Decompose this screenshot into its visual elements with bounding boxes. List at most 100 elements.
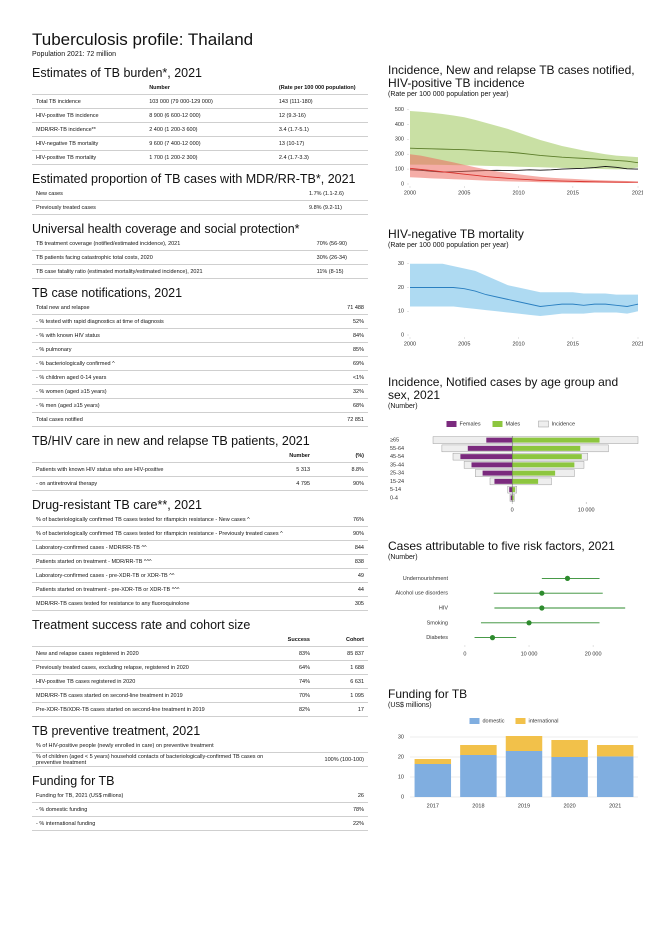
value-cell: 2 400 (1 200-3 600) xyxy=(145,122,275,137)
bar xyxy=(482,470,513,476)
category-label: Undernourishment xyxy=(403,576,449,582)
table-row: - % with known HIV status 84% xyxy=(32,328,368,343)
label-cell: - % pulmonary xyxy=(32,342,314,357)
value-cell: 49 xyxy=(314,568,368,583)
label-cell: TB treatment coverage (notified/estimate… xyxy=(32,237,313,251)
label-cell: HIV-negative TB mortality xyxy=(32,136,146,151)
bar-segment xyxy=(505,751,543,797)
x-tick-label: 2019 xyxy=(518,803,530,809)
value-cell: 4 795 xyxy=(260,476,314,491)
bar-segment xyxy=(414,764,452,797)
table-row: MDR/RR-TB cases started on second-line t… xyxy=(32,688,368,703)
value-cell: 2.4 (1.7-3.3) xyxy=(274,150,368,165)
label-cell: Funding for TB, 2021 (US$ millions) xyxy=(32,789,314,803)
label-cell: % of HIV-positive people (newly enrolled… xyxy=(32,739,368,753)
value-cell: 52% xyxy=(314,314,368,329)
value-cell: 11% (8-15) xyxy=(312,264,368,279)
value-cell: 305 xyxy=(314,596,368,611)
value-cell: 82% xyxy=(260,702,314,717)
x-tick-label: 2015 xyxy=(567,341,579,347)
label-cell: - % international funding xyxy=(32,816,314,831)
label-cell: TB case fatality ratio (estimated mortal… xyxy=(32,264,313,279)
category-label: 35-44 xyxy=(390,462,404,468)
value-cell: 71 488 xyxy=(314,301,368,315)
bar-segment xyxy=(551,740,588,757)
bar xyxy=(486,437,513,443)
column-header: Number xyxy=(145,81,275,95)
y-tick-label: 0 xyxy=(401,332,404,338)
table-row: TB patients facing catastrophic total co… xyxy=(32,250,368,265)
label-cell: MDR/RR-TB cases started on second-line t… xyxy=(32,688,260,703)
category-label: 15-24 xyxy=(390,479,404,485)
label-cell: - % men (aged ≥15 years) xyxy=(32,398,314,413)
legend-label: Incidence xyxy=(552,421,576,427)
label-cell: - % women (aged ≥15 years) xyxy=(32,384,314,399)
legend-swatch xyxy=(469,718,480,724)
label-cell: Laboratory-confirmed cases - pre-XDR-TB … xyxy=(32,568,314,583)
chart-panel: Incidence, Notified cases by age group a… xyxy=(388,376,643,516)
chart: domestic international 0 10 20 30 2017 2018 2019… xyxy=(398,718,638,809)
uncertainty-band xyxy=(410,110,638,170)
label-cell: Laboratory-confirmed cases - MDR/RR-TB ^… xyxy=(32,540,314,555)
value-cell: 83% xyxy=(260,646,314,661)
label-cell: MDR/RR-TB cases tested for resistance to… xyxy=(32,596,314,611)
value-cell: <1% xyxy=(314,370,368,385)
header-row: Success Cohort xyxy=(32,633,368,647)
table-row: Pre-XDR-TB/XDR-TB cases started on secon… xyxy=(32,702,368,717)
label-cell: % of bacteriologically confirmed TB case… xyxy=(32,513,314,527)
legend-swatch xyxy=(492,421,503,427)
y-tick-label: 30 xyxy=(398,734,404,740)
label-cell: - on antiretroviral therapy xyxy=(32,476,260,491)
value-cell: 103 000 (79 000-129 000) xyxy=(145,94,275,109)
chart-panel: Cases attributable to five risk factors,… xyxy=(388,540,643,661)
table-row: - % women (aged ≥15 years) 32% xyxy=(32,384,368,399)
data-table: % of HIV-positive people (newly enrolled… xyxy=(32,739,368,767)
table-row: HIV-negative TB mortality 9 600 (7 400-12… xyxy=(32,136,368,151)
x-tick-label: 20 000 xyxy=(585,651,602,657)
section-title: Drug-resistant TB care**, 2021 xyxy=(32,498,202,512)
data-table: Number (Rate per 100 000 population) Total… xyxy=(32,81,368,165)
chart-title: Incidence, Notified cases by age group a… xyxy=(388,375,619,402)
value-cell: 44 xyxy=(314,582,368,597)
chart-subtitle: (Number) xyxy=(388,403,418,410)
bar xyxy=(512,437,600,443)
header-cell xyxy=(32,633,260,647)
section-title: TB case notifications, 2021 xyxy=(32,286,183,300)
page-title: Tuberculosis profile: Thailand xyxy=(32,30,254,49)
label-cell: - % tested with rapid diagnostics at tim… xyxy=(32,314,314,329)
x-tick-label: 2021 xyxy=(632,341,643,347)
bar xyxy=(471,462,513,468)
chart: 0 100 200 300 400 500 2000 2005 2010 2015 2021 xyxy=(395,107,643,197)
label-cell: HIV-positive TB cases registered in 2020 xyxy=(32,674,260,689)
chart-subtitle: (Number) xyxy=(388,554,418,561)
table-row: MDR/RR-TB cases tested for resistance to… xyxy=(32,596,368,611)
y-tick-label: 500 xyxy=(395,107,404,113)
bar xyxy=(460,454,513,460)
chart-title: Incidence, New and relapse TB cases noti… xyxy=(388,63,635,90)
value-cell: 69% xyxy=(314,356,368,371)
label-cell: Total TB incidence xyxy=(32,94,146,109)
table-row: - on antiretroviral therapy 4 795 90% xyxy=(32,476,368,491)
label-cell: MDR/RR-TB incidence** xyxy=(32,122,146,137)
bar xyxy=(494,478,513,484)
data-table: % of bacteriologically confirmed TB case… xyxy=(32,513,368,611)
table-row: Previously treated cases 9.8% (9.2-11) xyxy=(32,200,368,215)
table-row: Patients started on treatment - pre-XDR-… xyxy=(32,582,368,597)
category-label: ≥65 xyxy=(390,438,399,444)
bar xyxy=(512,454,582,460)
legend-label: domestic xyxy=(483,718,505,724)
header-cell xyxy=(32,81,146,95)
value-cell: 9 600 (7 400-12 000) xyxy=(145,136,275,151)
value-cell: 64% xyxy=(260,660,314,675)
chart: Females Males Incidence ≥65 55-64 45-54 35-44 2… xyxy=(390,420,639,513)
value-cell: 90% xyxy=(314,526,368,541)
label-cell: HIV-positive TB incidence xyxy=(32,108,146,123)
value-cell: 143 (111-180) xyxy=(274,94,368,109)
bar xyxy=(512,462,575,468)
section-title: Estimated proportion of TB cases with MD… xyxy=(32,172,356,186)
table-row: New and relapse cases registered in 2020… xyxy=(32,646,368,661)
value-cell: 3.4 (1.7-5.1) xyxy=(274,122,368,137)
value-cell: 90% xyxy=(314,476,368,491)
series-line xyxy=(409,167,638,183)
